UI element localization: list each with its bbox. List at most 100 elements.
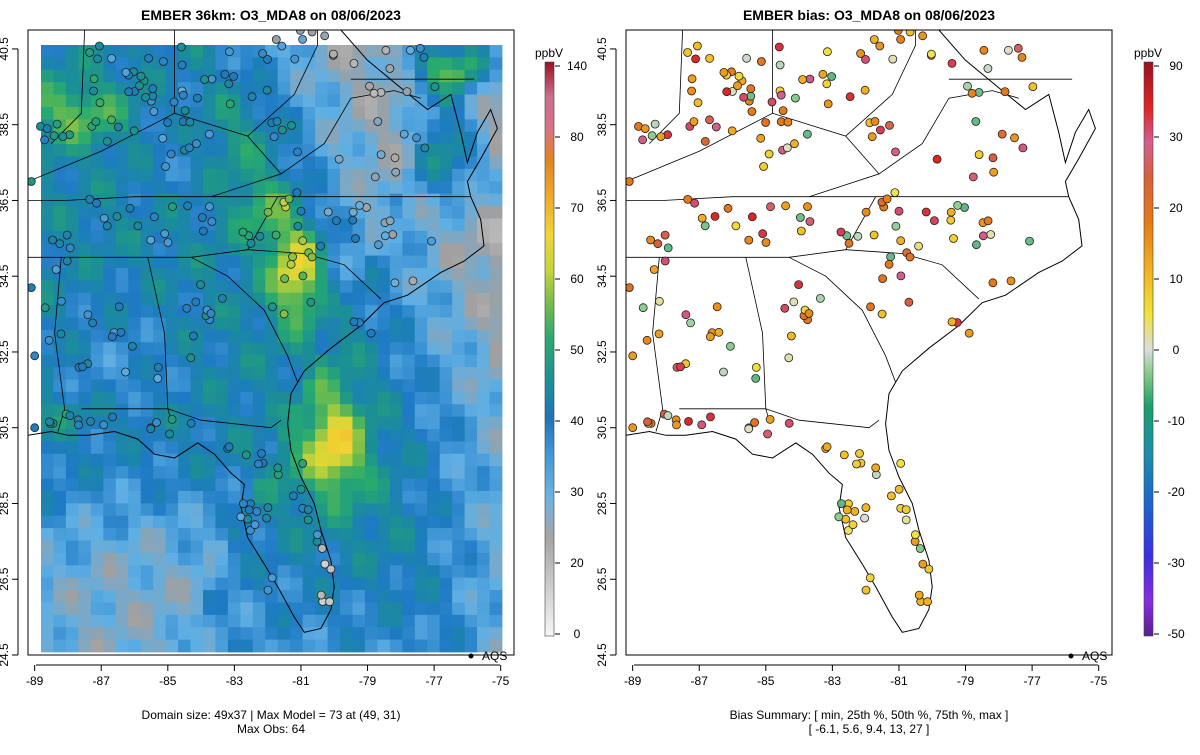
heatmap-cell xyxy=(53,466,67,479)
heatmap-cell xyxy=(477,466,490,479)
heatmap-cell xyxy=(414,69,428,83)
heatmap-cell xyxy=(452,292,466,306)
obs-point xyxy=(169,97,179,107)
heatmap-cell xyxy=(115,478,129,492)
y-tick-label: 30.5 xyxy=(0,416,11,440)
heatmap-cell xyxy=(202,490,216,504)
heatmap-cell xyxy=(290,292,304,306)
coastline xyxy=(626,30,1096,633)
heatmap-cell xyxy=(227,577,241,591)
heatmap-cell xyxy=(53,305,67,318)
heatmap-cell xyxy=(389,602,403,616)
colorbar-tick-label: 90 xyxy=(1169,59,1183,73)
heatmap-cell xyxy=(489,131,503,145)
obs-point xyxy=(168,202,177,212)
heatmap-cell xyxy=(103,267,117,281)
heatmap-cell xyxy=(128,267,142,281)
heatmap-cell xyxy=(165,379,179,393)
heatmap-cell xyxy=(439,552,453,566)
bias-point xyxy=(946,207,956,217)
obs-point xyxy=(149,107,159,116)
heatmap-cell xyxy=(389,490,403,504)
heatmap-cell xyxy=(464,82,478,95)
heatmap-cell xyxy=(53,490,67,504)
heatmap-cell xyxy=(414,577,428,591)
bias-point xyxy=(890,188,900,198)
heatmap-cell xyxy=(128,230,142,244)
bias-point xyxy=(656,132,666,142)
heatmap-cell xyxy=(78,577,92,591)
heatmap-cell xyxy=(215,354,229,368)
obs-point xyxy=(420,143,430,153)
heatmap-cell xyxy=(315,131,328,145)
heatmap-cell xyxy=(78,243,92,256)
heatmap-cell xyxy=(302,305,316,318)
heatmap-cell xyxy=(128,441,142,455)
heatmap-cell xyxy=(190,45,204,58)
x-tick-label: -89 xyxy=(624,674,642,688)
heatmap-cell xyxy=(352,367,366,380)
heatmap-cell xyxy=(315,367,328,380)
bias-point xyxy=(1028,82,1038,92)
heatmap-cell xyxy=(439,416,453,430)
heatmap-cell xyxy=(202,94,216,108)
heatmap-cell xyxy=(115,540,129,554)
obs-point xyxy=(263,585,273,595)
heatmap-cell xyxy=(427,565,441,579)
heatmap-cell xyxy=(78,614,92,628)
heatmap-cell xyxy=(140,329,154,343)
heatmap-cell xyxy=(427,280,441,294)
heatmap-cell xyxy=(103,82,117,95)
heatmap-cell xyxy=(414,453,428,467)
obs-point xyxy=(144,53,154,63)
heatmap-cell xyxy=(352,305,366,318)
heatmap-cell xyxy=(252,478,266,492)
heatmap-cell xyxy=(414,639,428,653)
bias-point xyxy=(714,327,724,337)
heatmap-cell xyxy=(315,69,328,83)
heatmap-cell xyxy=(464,45,478,58)
heatmap-cell xyxy=(190,639,204,653)
heatmap-cell xyxy=(165,453,179,467)
bias-point xyxy=(870,117,880,126)
bias-point xyxy=(885,121,894,130)
obs-point xyxy=(107,115,116,125)
heatmap-cell xyxy=(340,466,353,479)
bias-point xyxy=(963,81,972,91)
heatmap-cell xyxy=(252,367,266,380)
heatmap-cell xyxy=(252,57,266,71)
bias-point xyxy=(818,69,828,79)
heatmap-cell xyxy=(128,503,142,517)
heatmap-cell xyxy=(389,193,403,207)
heatmap-cell xyxy=(315,441,328,455)
heatmap-cell xyxy=(227,528,241,541)
heatmap-cell xyxy=(41,602,54,616)
left-caption-line1: Domain size: 49x37 | Max Model = 73 at (… xyxy=(142,708,401,722)
heatmap-cell xyxy=(439,305,453,318)
heatmap-cell xyxy=(78,404,92,418)
heatmap-cell xyxy=(352,243,366,256)
heatmap-cell xyxy=(377,94,391,108)
heatmap-cell xyxy=(414,317,428,331)
heatmap-cell xyxy=(140,627,154,641)
heatmap-cell xyxy=(439,429,453,442)
heatmap-cell xyxy=(364,602,378,616)
heatmap-cell xyxy=(364,416,378,430)
obs-point xyxy=(298,236,308,246)
heatmap-cell xyxy=(277,478,291,492)
heatmap-cell xyxy=(477,627,490,641)
obs-point xyxy=(185,117,195,127)
heatmap-cell xyxy=(439,354,453,368)
heatmap-cell xyxy=(340,379,353,393)
heatmap-cell xyxy=(140,540,154,554)
heatmap-cell xyxy=(452,453,466,467)
heatmap-cell xyxy=(240,131,254,145)
obs-point xyxy=(200,75,210,84)
bias-point xyxy=(660,256,670,266)
heatmap-cell xyxy=(227,490,241,504)
obs-point xyxy=(88,318,97,328)
heatmap-cell xyxy=(202,144,216,157)
heatmap-cell xyxy=(452,193,466,207)
heatmap-cell xyxy=(427,354,441,368)
